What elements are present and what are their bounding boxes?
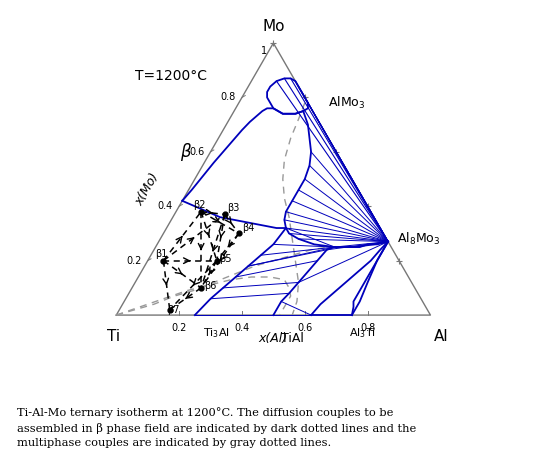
Text: 0.2: 0.2 xyxy=(171,323,187,333)
Text: 0.2: 0.2 xyxy=(126,256,142,266)
Text: β6: β6 xyxy=(204,281,216,291)
Text: Ti-Al-Mo ternary isotherm at 1200°C. The diffusion couples to be
assembled in β : Ti-Al-Mo ternary isotherm at 1200°C. The… xyxy=(17,407,416,448)
Text: Al: Al xyxy=(433,329,448,344)
Text: AlMo$_3$: AlMo$_3$ xyxy=(328,94,366,111)
Text: Al$_3$Ti: Al$_3$Ti xyxy=(349,326,376,340)
Text: β2: β2 xyxy=(193,200,206,210)
Text: 0.8: 0.8 xyxy=(360,323,375,333)
Text: Al$_8$Mo$_3$: Al$_8$Mo$_3$ xyxy=(398,230,441,247)
Text: T=1200°C: T=1200°C xyxy=(135,69,207,83)
Text: x(Mo): x(Mo) xyxy=(133,171,162,208)
Text: β7: β7 xyxy=(167,305,180,315)
Text: Ti: Ti xyxy=(107,329,120,344)
Text: β: β xyxy=(180,143,191,161)
Text: 0.4: 0.4 xyxy=(157,201,173,211)
Text: 0.8: 0.8 xyxy=(221,92,236,103)
Text: 0.6: 0.6 xyxy=(189,147,204,157)
Text: TiAl: TiAl xyxy=(281,333,304,345)
Text: 0.4: 0.4 xyxy=(234,323,250,333)
Text: β1: β1 xyxy=(156,249,168,259)
Text: Mo: Mo xyxy=(262,19,284,34)
Text: Ti$_3$Al: Ti$_3$Al xyxy=(203,326,230,340)
Text: β5: β5 xyxy=(220,254,232,264)
Text: β4: β4 xyxy=(242,223,254,233)
Text: 1: 1 xyxy=(261,46,267,56)
Text: x(Al): x(Al) xyxy=(259,333,288,345)
Text: 0.6: 0.6 xyxy=(297,323,312,333)
Text: β3: β3 xyxy=(227,203,240,213)
